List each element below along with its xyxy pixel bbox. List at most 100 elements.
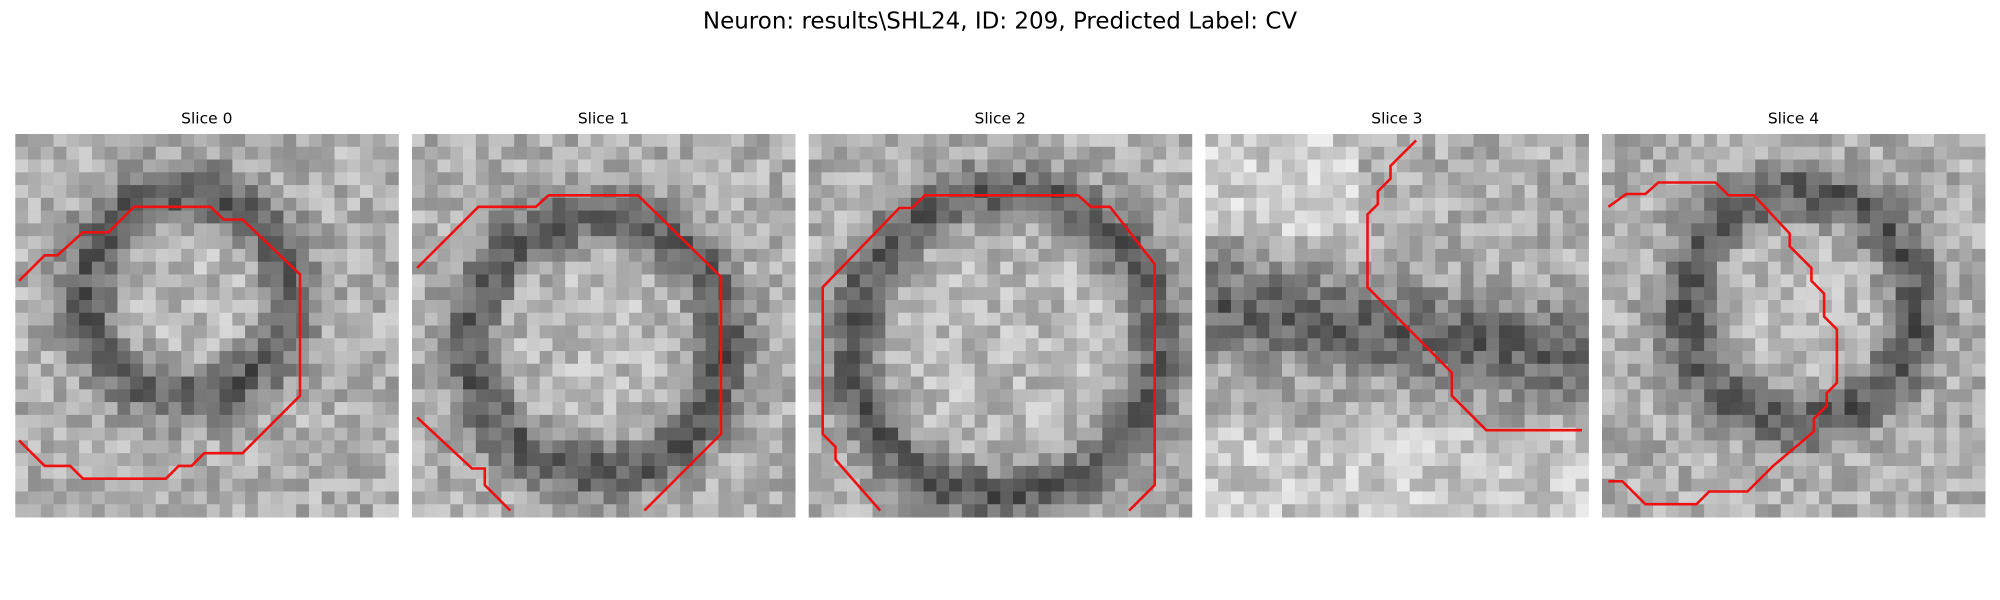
pixel (91, 236, 106, 250)
pixel (629, 338, 643, 352)
pixel (1691, 389, 1705, 403)
pixel (232, 478, 246, 492)
pixel (206, 172, 221, 186)
pixel (130, 363, 144, 378)
pixel (1051, 376, 1065, 390)
pixel (1870, 287, 1884, 301)
pixel (232, 159, 246, 173)
pixel (1550, 453, 1564, 467)
pixel (987, 172, 1001, 186)
pixel (1166, 299, 1180, 314)
pixel (28, 134, 42, 148)
pixel (488, 478, 502, 492)
pixel (1640, 312, 1654, 326)
pixel (1012, 312, 1027, 326)
pixel (1269, 134, 1283, 148)
pixel (1550, 504, 1564, 518)
pixel (1602, 491, 1616, 505)
pixel (15, 172, 29, 186)
pixel (1704, 197, 1718, 212)
pixel (66, 287, 80, 301)
pixel (1678, 159, 1692, 173)
pixel (1230, 236, 1245, 250)
pixel (731, 440, 745, 454)
pixel (1256, 389, 1270, 403)
pixel (1755, 146, 1769, 161)
pixel (296, 351, 310, 365)
pixel (577, 287, 592, 301)
pixel (898, 376, 912, 390)
pixel (1409, 363, 1423, 378)
pixel (1345, 248, 1360, 263)
pixel (1243, 504, 1257, 518)
pixel (501, 478, 515, 492)
pixel (270, 414, 284, 429)
pixel (847, 440, 861, 454)
pixel (321, 453, 335, 467)
pixel (1806, 299, 1820, 314)
pixel (488, 504, 502, 518)
pixel (590, 159, 604, 173)
pixel (539, 491, 553, 505)
pixel (1959, 248, 1973, 263)
pixel (1767, 427, 1782, 441)
pixel (334, 248, 348, 263)
pixel (79, 185, 93, 199)
pixel (539, 236, 553, 250)
pixel (898, 363, 912, 378)
pixel (270, 478, 284, 492)
pixel (1076, 478, 1091, 492)
pixel (616, 465, 630, 480)
pixel (1486, 236, 1500, 250)
pixel (821, 312, 835, 326)
pixel (1857, 491, 1871, 505)
pixel (680, 210, 694, 224)
pixel (1140, 325, 1154, 339)
pixel (117, 414, 131, 429)
pixel (168, 248, 182, 263)
pixel (334, 299, 348, 314)
pixel (1793, 223, 1807, 237)
pixel (206, 261, 221, 275)
pixel (603, 223, 617, 237)
pixel (603, 197, 617, 212)
pixel (821, 223, 835, 237)
pixel (1230, 134, 1245, 148)
pixel (501, 197, 515, 212)
pixel (821, 351, 835, 365)
pixel (1627, 427, 1641, 441)
pixel (1780, 274, 1794, 288)
pixel (680, 427, 694, 441)
pixel (1819, 185, 1833, 199)
pixel (1602, 223, 1616, 237)
pixel (1819, 134, 1833, 148)
pixel (1345, 338, 1360, 352)
pixel (424, 287, 439, 301)
pixel (1345, 389, 1360, 403)
pixel (1333, 274, 1347, 288)
pixel (847, 185, 861, 199)
pixel (1345, 172, 1360, 186)
pixel (1793, 210, 1807, 224)
pixel (629, 134, 643, 148)
pixel (475, 478, 490, 492)
pixel (1051, 453, 1065, 467)
pixel (1691, 146, 1705, 161)
pixel (1959, 427, 1973, 441)
pixel (705, 172, 719, 186)
pixel (1653, 312, 1667, 326)
pixel (782, 478, 796, 492)
pixel (1064, 376, 1078, 390)
pixel (1025, 299, 1039, 314)
pixel (641, 299, 656, 314)
pixel (834, 223, 848, 237)
pixel (1064, 134, 1078, 148)
pixel (66, 376, 80, 390)
pixel (526, 465, 541, 480)
pixel (219, 414, 233, 429)
pixel (1562, 491, 1577, 505)
pixel (424, 453, 439, 467)
pixel (1857, 351, 1871, 365)
pixel (743, 440, 758, 454)
pixel (590, 210, 604, 224)
